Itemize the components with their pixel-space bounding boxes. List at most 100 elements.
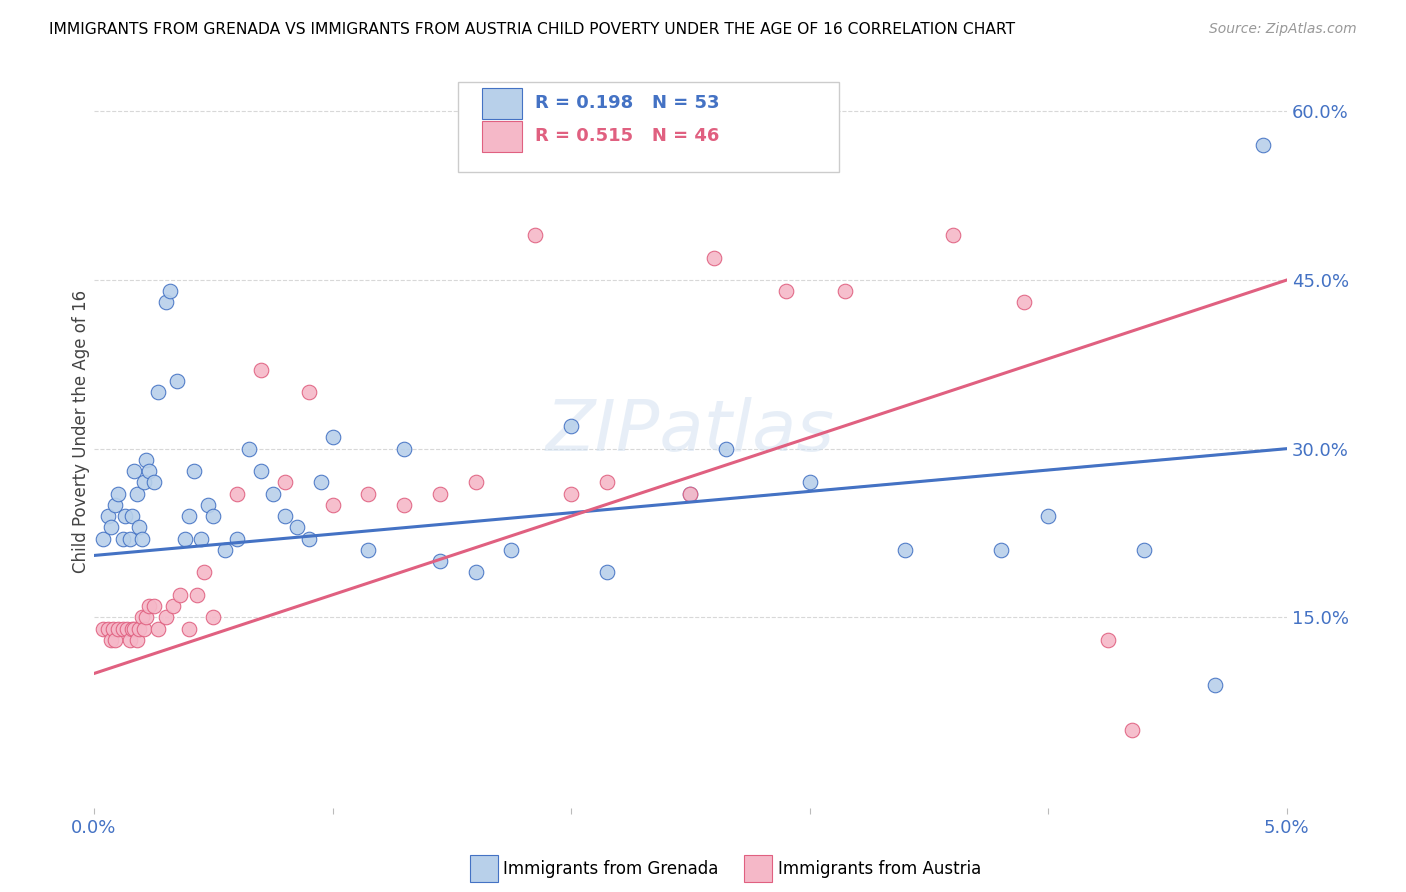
Point bbox=[226, 532, 249, 546]
Point bbox=[679, 486, 702, 500]
Point bbox=[93, 622, 115, 636]
Point bbox=[1014, 295, 1036, 310]
Point bbox=[173, 532, 195, 546]
Point bbox=[714, 442, 737, 456]
Point bbox=[596, 566, 619, 580]
Point bbox=[1204, 678, 1226, 692]
Point bbox=[121, 509, 143, 524]
Point bbox=[131, 610, 153, 624]
Point bbox=[135, 610, 157, 624]
Point bbox=[321, 498, 343, 512]
Point bbox=[942, 227, 965, 242]
Point bbox=[214, 542, 236, 557]
Point bbox=[155, 295, 177, 310]
Point bbox=[104, 498, 127, 512]
Point bbox=[834, 285, 856, 299]
Point bbox=[285, 520, 308, 534]
Point bbox=[193, 566, 215, 580]
Point bbox=[321, 430, 343, 444]
Point bbox=[464, 566, 486, 580]
Point bbox=[262, 486, 284, 500]
Point bbox=[298, 385, 321, 400]
Text: IMMIGRANTS FROM GRENADA VS IMMIGRANTS FROM AUSTRIA CHILD POVERTY UNDER THE AGE O: IMMIGRANTS FROM GRENADA VS IMMIGRANTS FR… bbox=[49, 22, 1015, 37]
Point bbox=[298, 532, 321, 546]
Point bbox=[250, 464, 273, 478]
Text: Immigrants from Grenada: Immigrants from Grenada bbox=[503, 860, 718, 878]
Point bbox=[429, 486, 451, 500]
Point bbox=[894, 542, 917, 557]
Point bbox=[155, 610, 177, 624]
Point bbox=[183, 464, 205, 478]
Point bbox=[274, 509, 297, 524]
Point bbox=[138, 599, 160, 613]
Point bbox=[464, 475, 486, 490]
Text: R = 0.198   N = 53: R = 0.198 N = 53 bbox=[536, 95, 720, 112]
Point bbox=[392, 498, 415, 512]
Point bbox=[101, 622, 124, 636]
Point bbox=[250, 363, 273, 377]
Point bbox=[524, 227, 547, 242]
Point bbox=[202, 610, 225, 624]
Point bbox=[114, 509, 136, 524]
Point bbox=[107, 486, 129, 500]
Point bbox=[560, 486, 582, 500]
FancyBboxPatch shape bbox=[482, 87, 522, 120]
Text: R = 0.515   N = 46: R = 0.515 N = 46 bbox=[536, 128, 720, 145]
Point bbox=[226, 486, 249, 500]
Point bbox=[124, 464, 146, 478]
Point bbox=[142, 599, 165, 613]
Point bbox=[138, 464, 160, 478]
Point bbox=[111, 622, 134, 636]
Point bbox=[100, 632, 122, 647]
Point bbox=[1097, 632, 1119, 647]
FancyBboxPatch shape bbox=[458, 81, 839, 172]
Point bbox=[97, 622, 120, 636]
Point bbox=[148, 385, 170, 400]
Point bbox=[132, 622, 155, 636]
Point bbox=[179, 622, 201, 636]
Point bbox=[159, 285, 181, 299]
Point bbox=[775, 285, 797, 299]
Point bbox=[179, 509, 201, 524]
Point bbox=[93, 532, 115, 546]
Point bbox=[596, 475, 619, 490]
Point bbox=[125, 632, 148, 647]
Point bbox=[166, 374, 188, 388]
Text: ZIPatlas: ZIPatlas bbox=[546, 397, 835, 467]
Point bbox=[104, 632, 127, 647]
Point bbox=[501, 542, 523, 557]
Point bbox=[1038, 509, 1060, 524]
Point bbox=[679, 486, 702, 500]
Point bbox=[131, 532, 153, 546]
Point bbox=[238, 442, 260, 456]
Point bbox=[121, 622, 143, 636]
Point bbox=[142, 475, 165, 490]
Point bbox=[392, 442, 415, 456]
Point bbox=[429, 554, 451, 568]
Point bbox=[357, 486, 380, 500]
Point bbox=[169, 588, 191, 602]
Point bbox=[107, 622, 129, 636]
Point bbox=[132, 475, 155, 490]
Point bbox=[1251, 138, 1274, 153]
Point bbox=[560, 419, 582, 434]
Point bbox=[703, 251, 725, 265]
Point bbox=[799, 475, 821, 490]
Point bbox=[162, 599, 184, 613]
Point bbox=[117, 622, 139, 636]
Point bbox=[1132, 542, 1154, 557]
Point bbox=[128, 622, 150, 636]
Point bbox=[990, 542, 1012, 557]
Point bbox=[124, 622, 146, 636]
Point bbox=[309, 475, 332, 490]
Text: Source: ZipAtlas.com: Source: ZipAtlas.com bbox=[1209, 22, 1357, 37]
Point bbox=[100, 520, 122, 534]
Point bbox=[1121, 723, 1143, 737]
Point bbox=[128, 520, 150, 534]
Point bbox=[111, 532, 134, 546]
Point bbox=[118, 632, 141, 647]
Point bbox=[274, 475, 297, 490]
Text: Immigrants from Austria: Immigrants from Austria bbox=[778, 860, 981, 878]
Point bbox=[118, 532, 141, 546]
Point bbox=[190, 532, 212, 546]
